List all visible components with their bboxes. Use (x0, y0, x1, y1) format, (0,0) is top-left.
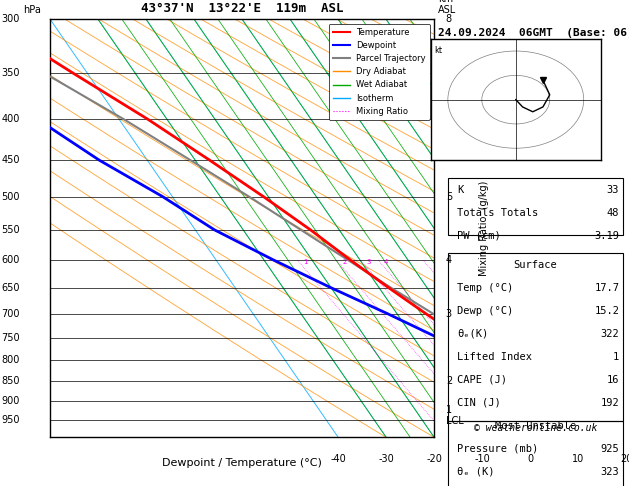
Text: 17.7: 17.7 (594, 283, 619, 293)
Text: 1: 1 (613, 352, 619, 362)
Text: 450: 450 (1, 155, 19, 165)
Text: 8: 8 (446, 15, 452, 24)
Text: Dewp (°C): Dewp (°C) (457, 306, 513, 316)
Text: 3.19: 3.19 (594, 230, 619, 241)
Text: 850: 850 (1, 376, 19, 386)
Text: CIN (J): CIN (J) (457, 398, 501, 408)
Text: 7: 7 (446, 68, 452, 78)
Text: 6: 6 (446, 114, 452, 124)
Text: 2: 2 (446, 376, 452, 386)
Text: 10: 10 (572, 454, 584, 464)
X-axis label: Dewpoint / Temperature (°C): Dewpoint / Temperature (°C) (162, 458, 322, 468)
Text: 4: 4 (384, 259, 388, 265)
Text: 400: 400 (1, 114, 19, 124)
Text: kt: kt (434, 46, 442, 55)
Text: 1: 1 (446, 405, 452, 416)
Text: CAPE (J): CAPE (J) (457, 375, 507, 385)
Text: 33: 33 (607, 185, 619, 194)
Text: 5: 5 (446, 192, 452, 202)
Text: θₑ(K): θₑ(K) (457, 329, 488, 339)
Text: Surface: Surface (514, 260, 557, 270)
Text: Mixing Ratio  (g/kg): Mixing Ratio (g/kg) (479, 181, 489, 276)
Text: -20: -20 (426, 454, 442, 464)
Text: 950: 950 (1, 415, 19, 425)
Text: 24.09.2024  06GMT  (Base: 06): 24.09.2024 06GMT (Base: 06) (438, 28, 629, 38)
Text: 2: 2 (342, 259, 347, 265)
Text: Most Unstable: Most Unstable (495, 421, 576, 431)
Text: Temp (°C): Temp (°C) (457, 283, 513, 293)
Text: 925: 925 (601, 444, 619, 453)
Text: Lifted Index: Lifted Index (457, 352, 532, 362)
Text: 323: 323 (601, 467, 619, 477)
Text: 500: 500 (1, 192, 19, 202)
Text: 800: 800 (1, 355, 19, 365)
Text: 600: 600 (1, 255, 19, 265)
Text: 43°37'N  13°22'E  119m  ASL: 43°37'N 13°22'E 119m ASL (141, 2, 343, 15)
Text: -40: -40 (330, 454, 346, 464)
Text: -10: -10 (474, 454, 490, 464)
Text: 15.2: 15.2 (594, 306, 619, 316)
Legend: Temperature, Dewpoint, Parcel Trajectory, Dry Adiabat, Wet Adiabat, Isotherm, Mi: Temperature, Dewpoint, Parcel Trajectory… (329, 24, 430, 120)
Text: 350: 350 (1, 68, 19, 78)
Text: © weatheronline.co.uk: © weatheronline.co.uk (474, 423, 597, 433)
Text: 3: 3 (446, 309, 452, 319)
Text: 4: 4 (446, 255, 452, 265)
Text: 192: 192 (601, 398, 619, 408)
Text: 650: 650 (1, 283, 19, 293)
Text: -30: -30 (379, 454, 394, 464)
Text: 700: 700 (1, 309, 19, 319)
Text: θₑ (K): θₑ (K) (457, 467, 494, 477)
Text: 300: 300 (1, 15, 19, 24)
Text: 48: 48 (607, 208, 619, 218)
Text: Totals Totals: Totals Totals (457, 208, 538, 218)
Text: Pressure (mb): Pressure (mb) (457, 444, 538, 453)
Text: 0: 0 (527, 454, 533, 464)
Text: 20: 20 (620, 454, 629, 464)
Text: LCL: LCL (446, 417, 464, 426)
Text: hPa: hPa (23, 5, 42, 15)
Text: 16: 16 (607, 375, 619, 385)
Text: K: K (457, 185, 463, 194)
Text: 550: 550 (1, 225, 19, 235)
Text: 322: 322 (601, 329, 619, 339)
Text: 3: 3 (366, 259, 370, 265)
Text: km
ASL: km ASL (438, 0, 456, 15)
Text: 750: 750 (1, 332, 19, 343)
Text: 1: 1 (303, 259, 308, 265)
Text: PW (cm): PW (cm) (457, 230, 501, 241)
Text: 900: 900 (1, 396, 19, 406)
